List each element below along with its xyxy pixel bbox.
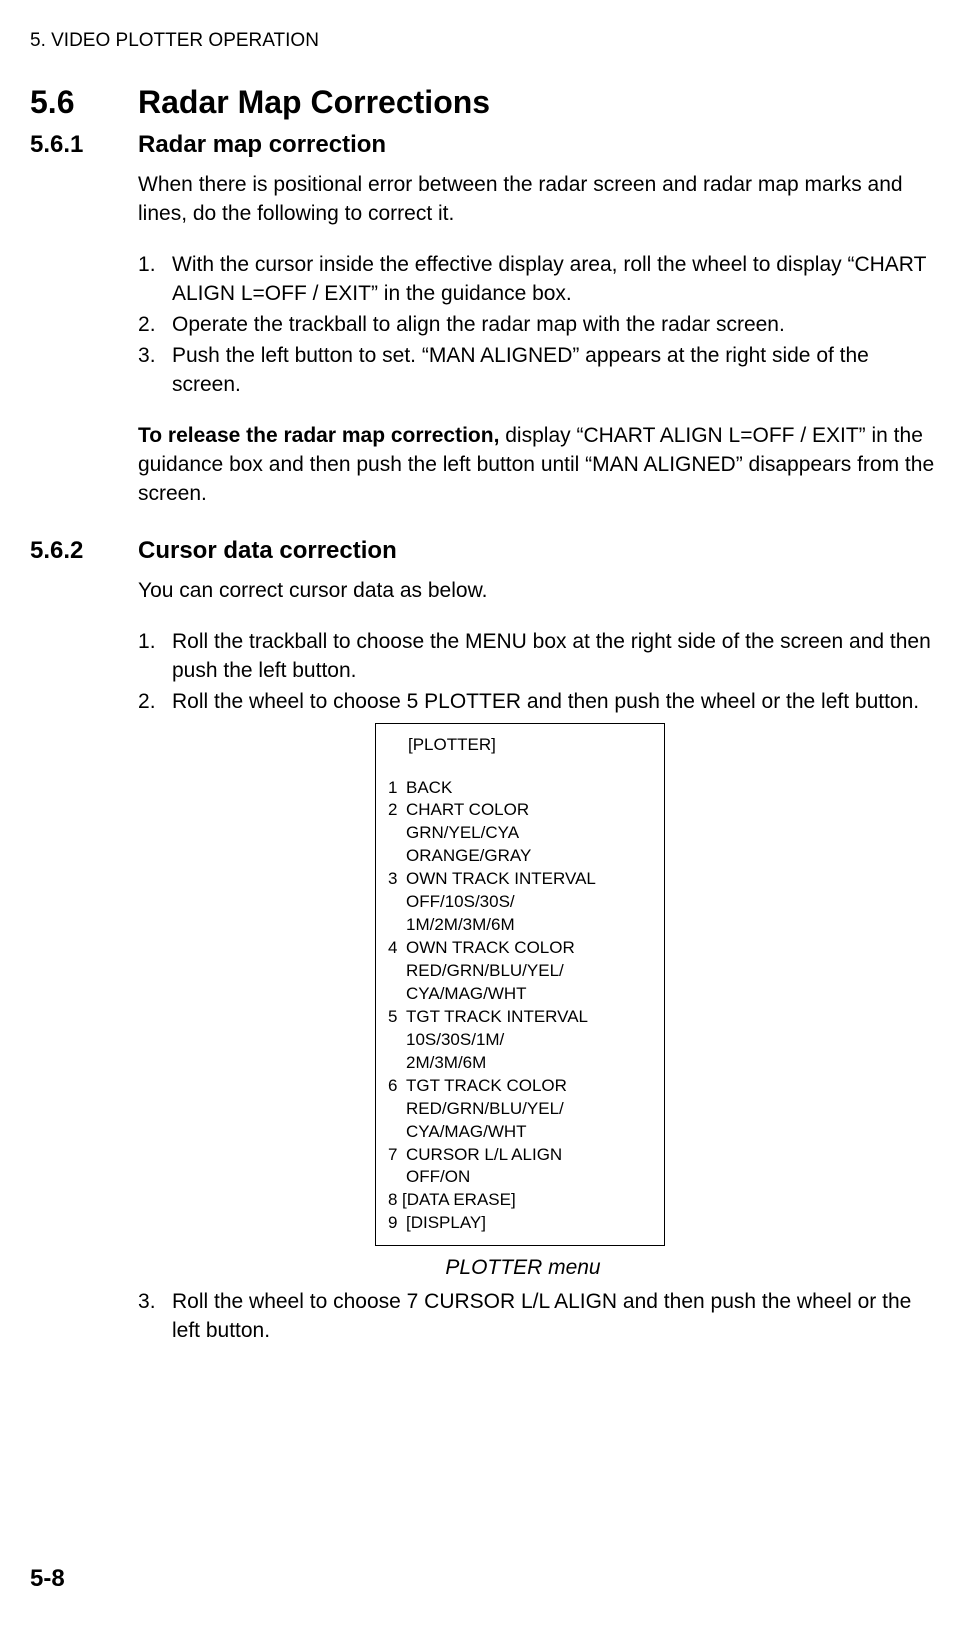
menu-item-text: [DISPLAY] (406, 1212, 652, 1235)
subsection-2-number: 5.6.2 (30, 537, 138, 565)
menu-item: 2CHART COLORGRN/YEL/CYAORANGE/GRAY (388, 799, 652, 868)
menu-item: 1BACK (388, 777, 652, 800)
menu-item-text: TGT TRACK INTERVAL10S/30S/1M/2M/3M/6M (406, 1006, 652, 1075)
menu-item-text: CHART COLORGRN/YEL/CYAORANGE/GRAY (406, 799, 652, 868)
list-item: Operate the trackball to align the radar… (138, 311, 940, 340)
menu-item-number: 9 (388, 1212, 406, 1235)
menu-item-number: 4 (388, 937, 406, 1006)
page-number: 5-8 (30, 1565, 65, 1593)
chapter-header: 5. VIDEO PLOTTER OPERATION (30, 30, 940, 52)
section-title: Radar Map Corrections (138, 84, 490, 121)
menu-item: 8[DATA ERASE] (388, 1189, 652, 1212)
list-item: Roll the wheel to choose 5 PLOTTER and t… (138, 688, 940, 717)
section-number: 5.6 (30, 84, 138, 121)
menu-item-number: 2 (388, 799, 406, 868)
menu-item: 7CURSOR L/L ALIGNOFF/ON (388, 1144, 652, 1190)
menu-item-text: CURSOR L/L ALIGNOFF/ON (406, 1144, 652, 1190)
menu-item-text: [DATA ERASE] (402, 1189, 652, 1212)
menu-item-number: 5 (388, 1006, 406, 1075)
plotter-menu-box: [PLOTTER] 1BACK2CHART COLORGRN/YEL/CYAOR… (375, 723, 665, 1247)
menu-item-text: OWN TRACK COLORRED/GRN/BLU/YEL/CYA/MAG/W… (406, 937, 652, 1006)
subsection-1-number: 5.6.1 (30, 131, 138, 159)
menu-item-text: TGT TRACK COLORRED/GRN/BLU/YEL/CYA/MAG/W… (406, 1075, 652, 1144)
menu-item-number: 3 (388, 868, 406, 937)
list-item: Roll the trackball to choose the MENU bo… (138, 628, 940, 686)
menu-item-text: OWN TRACK INTERVALOFF/10S/30S/1M/2M/3M/6… (406, 868, 652, 937)
subsection-1-steps: With the cursor inside the effective dis… (138, 251, 940, 400)
menu-title: [PLOTTER] (408, 734, 652, 757)
list-item: Push the left button to set. “MAN ALIGNE… (138, 342, 940, 400)
subsection-2-heading: 5.6.2 Cursor data correction (30, 537, 940, 565)
menu-item: 4OWN TRACK COLORRED/GRN/BLU/YEL/CYA/MAG/… (388, 937, 652, 1006)
menu-item-text: BACK (406, 777, 652, 800)
menu-item-number: 7 (388, 1144, 406, 1190)
menu-item-number: 8 (388, 1189, 402, 1212)
subsection-2-intro: You can correct cursor data as below. (138, 577, 940, 606)
list-item: Roll the wheel to choose 7 CURSOR L/L AL… (138, 1288, 940, 1346)
menu-item-number: 6 (388, 1075, 406, 1144)
menu-item: 9[DISPLAY] (388, 1212, 652, 1235)
menu-item: 5TGT TRACK INTERVAL10S/30S/1M/2M/3M/6M (388, 1006, 652, 1075)
list-item: With the cursor inside the effective dis… (138, 251, 940, 309)
subsection-1-intro: When there is positional error between t… (138, 171, 940, 229)
subsection-2-title: Cursor data correction (138, 537, 397, 565)
subsection-2-steps-b: Roll the wheel to choose 7 CURSOR L/L AL… (138, 1288, 940, 1346)
menu-caption: PLOTTER menu (138, 1256, 908, 1280)
subsection-1-heading: 5.6.1 Radar map correction (30, 131, 940, 159)
section-heading: 5.6 Radar Map Corrections (30, 84, 940, 121)
menu-item-number: 1 (388, 777, 406, 800)
subsection-2-steps-a: Roll the trackball to choose the MENU bo… (138, 628, 940, 717)
menu-item: 6TGT TRACK COLORRED/GRN/BLU/YEL/CYA/MAG/… (388, 1075, 652, 1144)
release-paragraph: To release the radar map correction, dis… (138, 422, 940, 509)
subsection-1-title: Radar map correction (138, 131, 386, 159)
menu-item: 3OWN TRACK INTERVALOFF/10S/30S/1M/2M/3M/… (388, 868, 652, 937)
release-bold-text: To release the radar map correction, (138, 424, 499, 447)
